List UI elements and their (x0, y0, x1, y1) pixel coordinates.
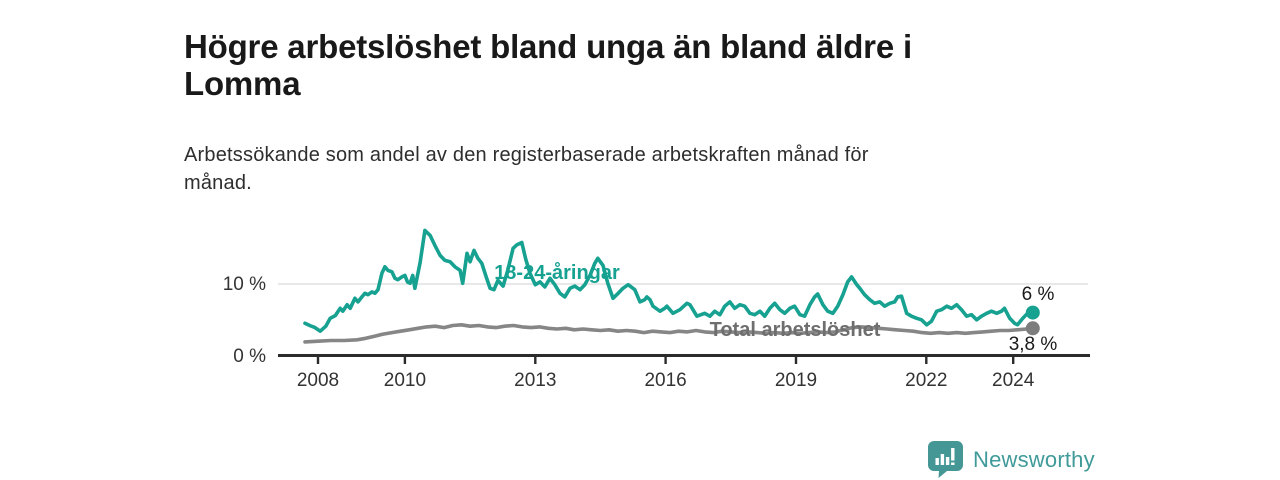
total-end-dot (1025, 321, 1040, 336)
chart-subtitle-text: Arbetssökande som andel av den registerb… (184, 144, 869, 166)
y-tick-label-0: 0 % (233, 346, 266, 367)
x-axis-tick-label: 2024 (992, 370, 1035, 391)
chart-subtitle: Arbetssökande som andel av den registerb… (184, 141, 869, 198)
youth-unemployment-line (303, 228, 1035, 334)
chart-subtitle-line2: månad. (184, 172, 252, 195)
newsworthy-logo-text: Newsworthy (973, 446, 1095, 472)
x-axis-tick-label: 2008 (297, 370, 339, 391)
x-axis-tick-label: 2010 (384, 370, 426, 391)
total-series-label: Total arbetslöshet (710, 319, 881, 341)
youth-end-dot (1025, 305, 1040, 320)
newsworthy-logo[interactable]: Newsworthy (928, 441, 1095, 478)
chart-title-line2: Lomma (184, 65, 301, 103)
mini-bar-chart (935, 448, 955, 465)
youth-end-value-label: 6 % (1022, 284, 1055, 305)
youth-series-label: 18-24-åringar (494, 261, 620, 284)
newsworthy-logo-icon (928, 441, 963, 478)
x-axis-tick-label: 2022 (905, 370, 947, 391)
x-axis-ticks: 2008 2010 2013 2016 2019 2022 2024 (297, 355, 1035, 391)
chart-title-line1: Högre arbetslöshet bland unga än bland ä… (184, 28, 912, 66)
x-axis-tick-label: 2013 (514, 370, 556, 391)
chart-title: Högre arbetslöshet bland unga än bland ä… (184, 28, 912, 103)
x-axis-tick-label: 2016 (644, 370, 686, 391)
x-axis-tick-label: 2019 (775, 370, 817, 391)
total-unemployment-line (303, 322, 1035, 344)
total-end-value-label: 3,8 % (1009, 334, 1058, 355)
y-tick-label-10: 10 % (223, 274, 266, 295)
speech-bubble-shape (928, 441, 963, 478)
